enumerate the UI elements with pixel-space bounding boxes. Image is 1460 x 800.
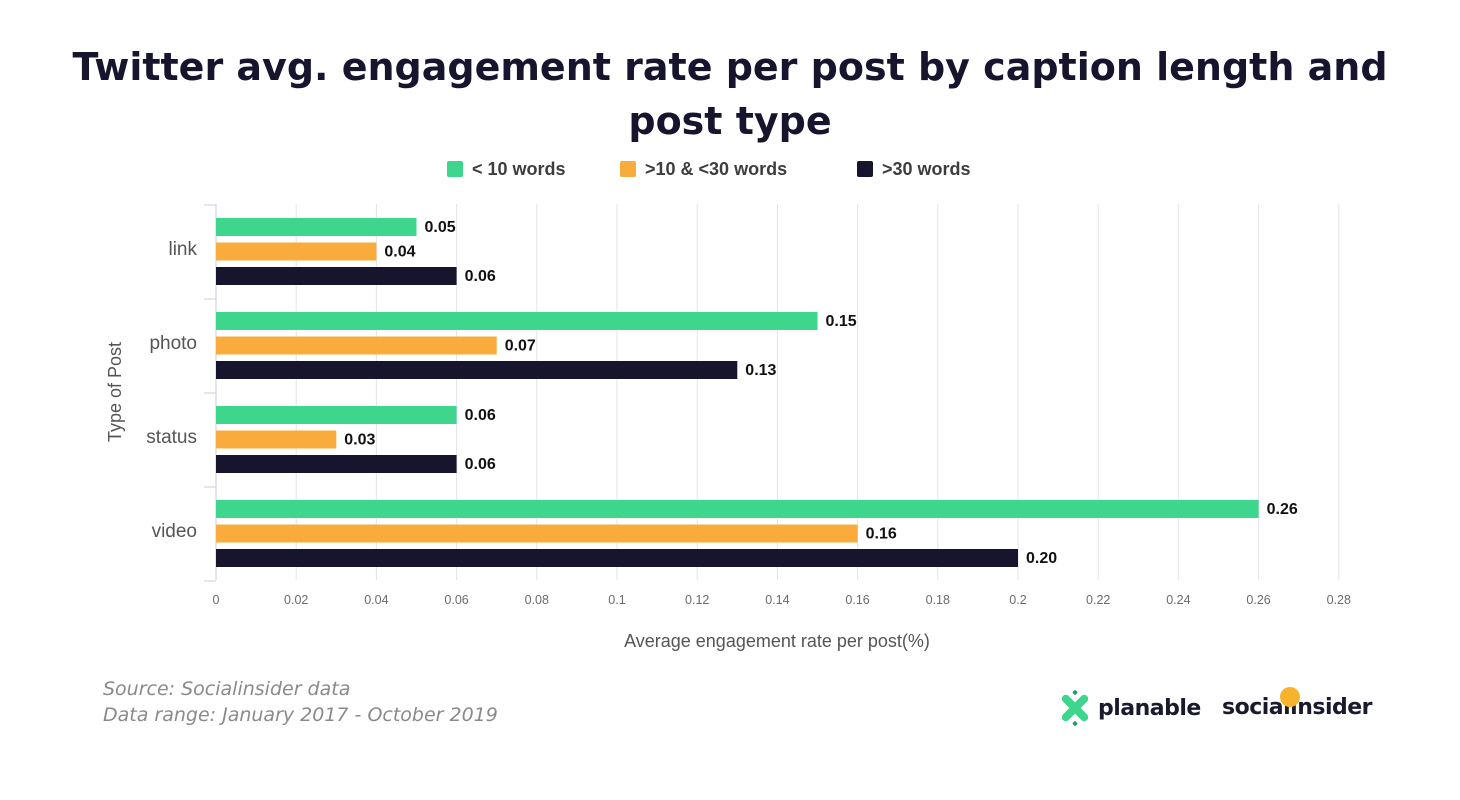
legend-item-over-30-words[interactable]: >30 words (857, 155, 971, 183)
data-label: 0.20 (1026, 550, 1057, 567)
planable-logo-icon (1061, 690, 1089, 726)
x-tick-label: 0.16 (845, 593, 869, 607)
data-label: 0.13 (745, 362, 776, 379)
data-label: 0.15 (826, 313, 857, 330)
data-label: 0.06 (465, 456, 496, 473)
bar (216, 549, 1018, 567)
data-label: 0.26 (1267, 501, 1298, 518)
x-tick-label: 0.1 (608, 593, 625, 607)
legend-item-10-to-30-words[interactable]: >10 & <30 words (620, 155, 787, 183)
legend-swatch (857, 161, 873, 177)
x-tick-label: 0 (213, 593, 220, 607)
bar (216, 430, 337, 449)
legend-label: >10 & <30 words (645, 158, 788, 179)
legend-swatch (620, 161, 636, 177)
planable-logo: planable (1056, 688, 1201, 728)
data-label: 0.06 (465, 407, 496, 424)
x-tick-label: 0.14 (765, 593, 789, 607)
x-tick-label: 0.24 (1166, 593, 1190, 607)
x-tick-label: 0.04 (364, 593, 388, 607)
x-tick-label: 0.08 (525, 593, 549, 607)
x-tick-label: 0.28 (1327, 593, 1351, 607)
bar (216, 524, 858, 543)
x-tick-label: 0.2 (1009, 593, 1026, 607)
bar (216, 361, 738, 379)
x-tick-label: 0.12 (685, 593, 709, 607)
data-label: 0.16 (866, 526, 897, 543)
data-label: 0.03 (344, 432, 375, 449)
bar (216, 267, 457, 285)
x-tick-label: 0.18 (926, 593, 950, 607)
planable-wordmark: planable (1098, 695, 1201, 721)
x-tick-label: 0.26 (1246, 593, 1270, 607)
legend: < 10 words >10 & <30 words >30 words (0, 155, 1460, 183)
bar (216, 336, 497, 355)
x-axis-title: Average engagement rate per post(%) (624, 631, 930, 651)
x-tick-label: 0.22 (1086, 593, 1110, 607)
data-label: 0.05 (425, 219, 456, 236)
x-tick-label: 0.02 (284, 593, 308, 607)
y-axis-title: Type of Post (105, 342, 125, 442)
bar (216, 500, 1259, 518)
legend-label: >30 words (882, 158, 971, 179)
category-label: status (146, 427, 197, 448)
legend-label: < 10 words (472, 158, 566, 179)
bar (216, 312, 818, 330)
legend-swatch (447, 161, 463, 177)
bar (216, 455, 457, 473)
source-note: Source: Socialinsider data (103, 678, 351, 700)
bar (216, 406, 457, 424)
bar (216, 242, 377, 261)
category-label: video (152, 521, 197, 542)
data-label: 0.04 (384, 244, 415, 261)
date-range-note: Data range: January 2017 - October 2019 (103, 704, 498, 726)
x-tick-label: 0.06 (444, 593, 468, 607)
data-label: 0.07 (505, 338, 536, 355)
bar (216, 218, 417, 236)
chart-title: Twitter avg. engagement rate per post by… (72, 45, 1388, 143)
data-label: 0.06 (465, 268, 496, 285)
socialinsider-dot-icon (1280, 687, 1300, 707)
legend-item-under-10-words[interactable]: < 10 words (447, 155, 566, 183)
category-label: photo (149, 333, 197, 354)
category-label: link (168, 239, 197, 260)
